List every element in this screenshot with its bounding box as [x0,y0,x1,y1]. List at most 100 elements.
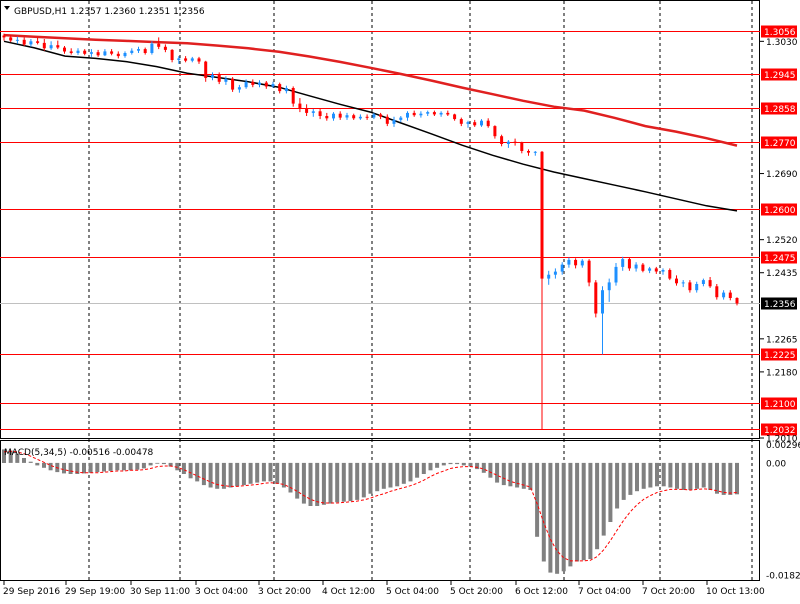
macd-bar [321,462,326,505]
macd-bar [515,462,520,488]
candle-body [318,111,322,116]
triangle-down-icon[interactable] [4,6,10,10]
macd-bar [595,462,600,550]
candle [36,37,40,45]
candle [560,262,564,275]
candle [237,84,241,93]
candle-body [358,116,362,119]
macd-pane-border [0,440,760,581]
macd-bar [381,462,386,489]
candle [587,259,591,287]
macd-bar [75,462,80,474]
candle [708,277,712,288]
candle-body [345,115,349,118]
candle [204,60,208,82]
candle [627,257,631,271]
candle [271,81,275,88]
candle [567,257,571,268]
candle-body [284,88,288,92]
candle-body [103,51,107,56]
candle [170,49,174,63]
candle [493,125,497,139]
candle-body [137,49,140,51]
x-tick-label: 30 Sep 11:00 [130,587,190,597]
macd-bar [435,462,440,468]
macd-bar [315,462,320,506]
macd-bar [395,462,400,487]
candle [480,119,483,127]
candle [634,262,638,272]
x-tick-label: 7 Oct 20:00 [642,587,695,597]
candle-body [634,264,638,269]
macd-bar [655,462,659,487]
candle-body [459,119,463,124]
candle [284,85,288,94]
candle-body [473,122,477,126]
candle [224,76,228,85]
macd-bar [561,462,566,572]
symbol-header: GBPUSD,H1 1.2357 1.2360 1.2351 1.2356 [14,7,205,17]
candle [211,72,214,81]
macd-bar [308,462,313,506]
candle-body [722,292,726,298]
candle [116,51,120,59]
current-price-badge [761,297,797,310]
candle-body [332,113,335,119]
candle [547,270,551,285]
candle-body [466,122,470,124]
candle [89,49,93,57]
candle-body [715,286,719,298]
candle [486,118,490,128]
candle [184,56,188,63]
macd-bar [641,462,646,489]
candle [365,114,369,120]
macd-bar [175,462,180,471]
candle [527,149,530,156]
candle-body [177,58,181,60]
candle [123,51,127,58]
macd-signal-line [3,450,738,562]
candle-body [661,270,665,272]
macd-bar [608,462,613,522]
candle-body [500,136,504,144]
price-pane-border [0,0,760,439]
candle [661,268,665,275]
candle [459,117,463,127]
macd-bar [375,462,380,492]
macd-bar [635,462,639,492]
level-label: 1.2770 [764,139,796,149]
macd-bar [115,462,120,471]
macd-bar [281,462,286,488]
level-label: 1.3056 [764,28,796,38]
y-tick-label: 1.2180 [766,368,798,378]
macd-header: MACD(5,34,5) -0.00516 -0.00478 [4,448,154,458]
candle [197,56,201,64]
macd-bar [268,462,273,482]
macd-bar [255,462,260,483]
candle [715,284,719,300]
macd-bar [628,462,633,495]
candle-body [547,274,551,279]
macd-bar [181,462,186,474]
macd-bar [141,462,146,469]
candle-body [533,151,537,153]
candle-body [681,282,685,284]
candle-body [237,87,241,90]
candle [412,110,416,117]
macd-bar [668,462,673,488]
candle [318,109,322,120]
candle [607,278,611,302]
level-badge [761,397,797,410]
y-tick-label: 1.3030 [766,38,798,48]
macd-bar [148,462,153,466]
candle-body [735,298,739,304]
candle [385,114,389,127]
candle [15,36,19,44]
candle-body [184,58,188,61]
macd-bar [621,462,626,500]
level-label: 1.2600 [764,206,796,216]
candle-body [150,43,154,53]
macd-bar [455,462,460,465]
